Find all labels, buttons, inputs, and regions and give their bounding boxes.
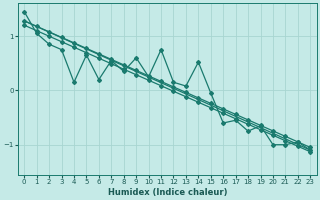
X-axis label: Humidex (Indice chaleur): Humidex (Indice chaleur)	[108, 188, 227, 197]
